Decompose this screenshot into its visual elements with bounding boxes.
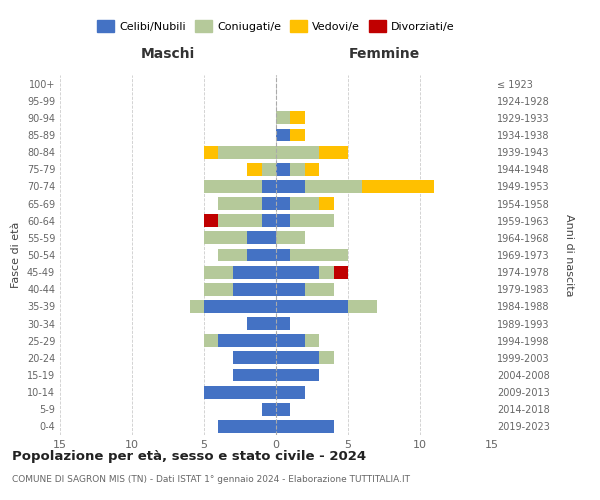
Bar bbox=[276, 300, 348, 313]
Bar bbox=[218, 334, 276, 347]
Text: Popolazione per età, sesso e stato civile - 2024: Popolazione per età, sesso e stato civil… bbox=[12, 450, 366, 463]
Bar bbox=[262, 403, 276, 415]
Bar bbox=[290, 214, 334, 227]
Bar bbox=[334, 266, 348, 278]
Bar bbox=[276, 180, 305, 193]
Bar bbox=[290, 248, 348, 262]
Bar bbox=[276, 317, 290, 330]
Bar bbox=[204, 266, 233, 278]
Bar bbox=[262, 163, 276, 175]
Bar bbox=[305, 163, 319, 175]
Bar bbox=[233, 368, 276, 382]
Bar bbox=[305, 180, 362, 193]
Bar bbox=[290, 112, 305, 124]
Bar bbox=[218, 420, 276, 433]
Bar bbox=[319, 266, 334, 278]
Bar bbox=[276, 128, 290, 141]
Bar bbox=[204, 334, 218, 347]
Bar bbox=[204, 283, 233, 296]
Bar bbox=[348, 300, 377, 313]
Bar bbox=[204, 214, 218, 227]
Bar bbox=[262, 197, 276, 210]
Bar bbox=[305, 334, 319, 347]
Bar bbox=[218, 214, 262, 227]
Bar bbox=[276, 386, 305, 398]
Text: Maschi: Maschi bbox=[141, 48, 195, 62]
Bar bbox=[218, 146, 276, 158]
Bar bbox=[233, 266, 276, 278]
Bar bbox=[276, 232, 305, 244]
Y-axis label: Anni di nascita: Anni di nascita bbox=[563, 214, 574, 296]
Bar bbox=[276, 352, 319, 364]
Bar bbox=[276, 334, 305, 347]
Bar bbox=[276, 283, 305, 296]
Bar bbox=[319, 146, 348, 158]
Bar bbox=[290, 197, 319, 210]
Bar bbox=[305, 283, 334, 296]
Bar bbox=[247, 232, 276, 244]
Bar bbox=[319, 197, 334, 210]
Bar bbox=[362, 180, 434, 193]
Bar bbox=[204, 180, 262, 193]
Bar bbox=[276, 266, 319, 278]
Bar bbox=[218, 197, 262, 210]
Bar bbox=[276, 146, 319, 158]
Bar bbox=[276, 163, 290, 175]
Bar bbox=[247, 317, 276, 330]
Bar bbox=[204, 146, 218, 158]
Bar bbox=[276, 197, 290, 210]
Bar bbox=[247, 163, 262, 175]
Bar bbox=[276, 248, 290, 262]
Bar bbox=[262, 180, 276, 193]
Bar bbox=[218, 248, 247, 262]
Y-axis label: Fasce di età: Fasce di età bbox=[11, 222, 21, 288]
Bar bbox=[319, 352, 334, 364]
Bar bbox=[290, 163, 305, 175]
Bar bbox=[276, 214, 290, 227]
Bar bbox=[233, 283, 276, 296]
Bar bbox=[276, 420, 334, 433]
Bar bbox=[276, 368, 319, 382]
Bar bbox=[247, 248, 276, 262]
Bar bbox=[233, 352, 276, 364]
Bar bbox=[276, 112, 290, 124]
Bar bbox=[204, 300, 276, 313]
Text: Femmine: Femmine bbox=[349, 48, 419, 62]
Bar bbox=[204, 386, 276, 398]
Bar bbox=[190, 300, 204, 313]
Bar bbox=[262, 214, 276, 227]
Text: COMUNE DI SAGRON MIS (TN) - Dati ISTAT 1° gennaio 2024 - Elaborazione TUTTITALIA: COMUNE DI SAGRON MIS (TN) - Dati ISTAT 1… bbox=[12, 475, 410, 484]
Bar bbox=[204, 232, 247, 244]
Bar bbox=[276, 403, 290, 415]
Legend: Celibi/Nubili, Coniugati/e, Vedovi/e, Divorziati/e: Celibi/Nubili, Coniugati/e, Vedovi/e, Di… bbox=[93, 16, 459, 36]
Bar bbox=[290, 128, 305, 141]
